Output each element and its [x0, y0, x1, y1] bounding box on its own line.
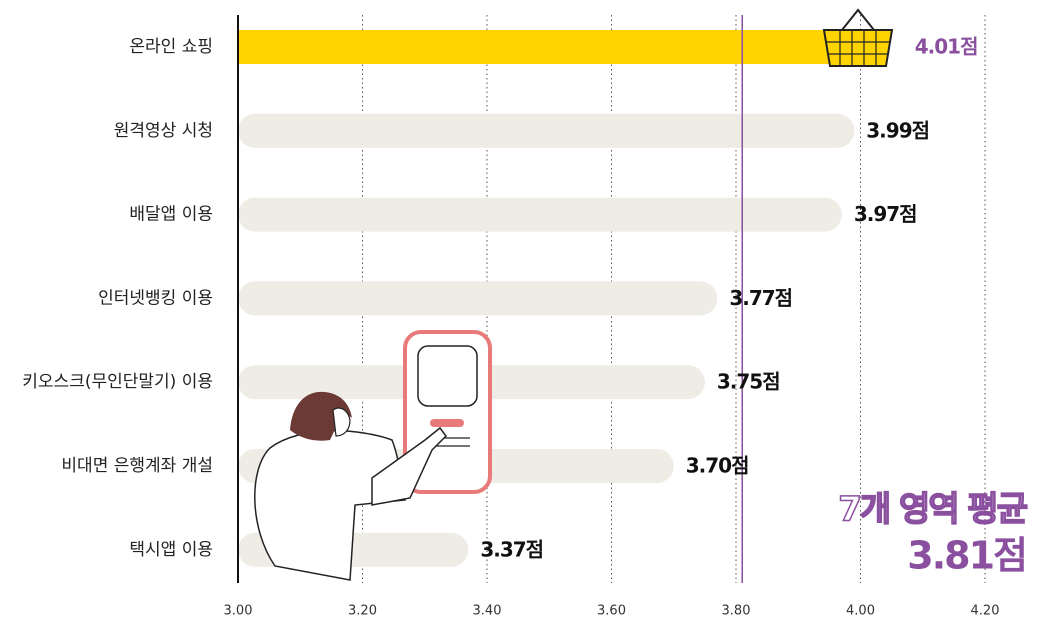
category-label: 온라인 쇼핑 — [129, 37, 213, 57]
bar — [238, 281, 717, 315]
average-title: 7개 영역 평균 — [838, 490, 1027, 530]
basket-handle — [842, 10, 874, 30]
x-tick-label: 3.00 — [224, 604, 253, 619]
category-label: 인터넷뱅킹 이용 — [98, 288, 213, 308]
category-label: 배달앱 이용 — [129, 205, 213, 225]
phone-screen — [418, 346, 477, 406]
bar — [238, 30, 867, 64]
x-tick-label: 3.20 — [348, 604, 377, 619]
value-label: 3.97점 — [854, 202, 917, 226]
value-label: 3.77점 — [729, 286, 792, 310]
basket — [824, 30, 892, 66]
value-label: 4.01점 — [915, 35, 978, 59]
bar — [238, 114, 854, 148]
category-label: 원격영상 시청 — [114, 121, 213, 141]
bar — [238, 198, 842, 232]
x-tick-label: 3.40 — [473, 604, 502, 619]
x-tick-label: 4.20 — [971, 604, 1000, 619]
phone-button — [430, 419, 464, 427]
value-label: 3.99점 — [866, 118, 929, 142]
x-tick-label: 4.00 — [846, 604, 875, 619]
category-label: 비대면 은행계좌 개설 — [61, 456, 213, 476]
value-label: 3.75점 — [717, 370, 780, 394]
average-value: 3.81점 — [907, 534, 1026, 578]
x-tick-label: 3.60 — [597, 604, 626, 619]
value-label: 3.70점 — [686, 454, 749, 478]
chart: 3.00 3.20 3.40 3.60 3.80 4.00 4.20 온라인 쇼핑 4.01점원… — [0, 0, 1062, 624]
value-label: 3.37점 — [480, 537, 543, 561]
category-label: 키오스크(무인단말기) 이용 — [22, 372, 213, 392]
x-tick-label: 3.80 — [722, 604, 751, 619]
category-label: 택시앱 이용 — [129, 540, 213, 560]
